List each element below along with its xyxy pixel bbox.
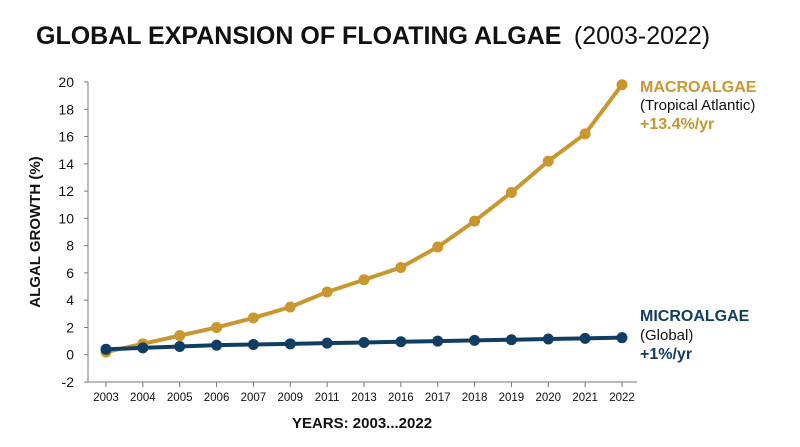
legend-macroalgae-name: MACROALGAE xyxy=(640,79,757,96)
microalgae-data-point xyxy=(284,338,296,350)
x-tick-label: 2022 xyxy=(609,392,635,404)
x-tick-label: 2003 xyxy=(93,392,119,404)
x-tick-label: 2018 xyxy=(462,392,488,404)
y-tick-label: 14 xyxy=(58,156,74,172)
microalgae-data-point xyxy=(358,336,370,348)
macroalgae-data-point xyxy=(358,274,370,286)
x-tick-label: 2011 xyxy=(315,392,340,404)
microalgae-data-point xyxy=(137,342,149,354)
microalgae-data-point xyxy=(321,337,333,349)
macroalgae-data-point xyxy=(321,286,333,298)
microalgae-data-point xyxy=(616,332,628,344)
macroalgae-data-point xyxy=(579,128,591,140)
x-axis-label: YEARS: 2003...2022 xyxy=(292,415,432,432)
macroalgae-data-point xyxy=(616,79,628,91)
legend-microalgae-subtitle: (Global) xyxy=(640,327,693,344)
microalgae-data-point xyxy=(247,339,259,350)
x-tick-label: 2013 xyxy=(351,392,377,404)
x-tick-label: 2016 xyxy=(388,392,414,404)
chart-title: GLOBAL EXPANSION OF FLOATING ALGAE (2003… xyxy=(36,22,710,50)
y-axis-label: ALGAL GROWTH (%) xyxy=(27,156,44,307)
y-tick-label: 0 xyxy=(66,347,74,363)
macroalgae-data-point xyxy=(211,321,223,333)
y-tick-label: 8 xyxy=(66,238,74,254)
x-tick-label: 2007 xyxy=(241,392,267,404)
x-tick-label: 2021 xyxy=(572,392,598,404)
macroalgae-data-point xyxy=(505,186,517,198)
x-tick-label: 2019 xyxy=(499,392,525,404)
microalgae-data-point xyxy=(432,335,444,347)
legend-microalgae-name: MICROALGAE xyxy=(640,308,750,325)
y-tick-label: 6 xyxy=(66,265,74,281)
macroalgae-data-point xyxy=(469,215,481,227)
y-tick-label: 12 xyxy=(58,183,74,199)
y-ticks: -2 0 2 4 6 8 10 12 14 16 18 20 xyxy=(58,74,88,390)
macroalgae-data-point xyxy=(174,330,186,342)
chart-title-range: (2003-2022) xyxy=(574,22,710,50)
x-ticks: 2003 2004 2005 2006 2007 2009 2011 2013 2016 2017… xyxy=(93,382,635,404)
y-tick-label: 18 xyxy=(58,101,74,117)
legend-macroalgae-subtitle: (Tropical Atlantic) xyxy=(640,97,755,114)
x-tick-label: 2005 xyxy=(167,392,193,404)
x-tick-label: 2020 xyxy=(535,392,561,404)
y-tick-label: 20 xyxy=(58,74,74,90)
legend-microalgae-rate: +1%/yr xyxy=(640,346,692,363)
macroalgae-data-point xyxy=(395,261,407,273)
legend-microalgae: MICROALGAE (Global) +1%/yr xyxy=(640,308,750,363)
y-tick-label: 16 xyxy=(58,129,74,145)
x-tick-label: 2004 xyxy=(130,392,156,404)
chart-title-main: GLOBAL EXPANSION OF FLOATING ALGAE xyxy=(36,22,561,50)
macroalgae-data-point xyxy=(284,301,296,313)
macroalgae-data-point xyxy=(247,312,259,324)
y-tick-label: -2 xyxy=(62,374,75,390)
macroalgae-data-point xyxy=(542,155,554,167)
microalgae-data-point xyxy=(211,339,223,351)
microalgae-data-point xyxy=(542,333,554,345)
y-tick-label: 4 xyxy=(66,292,74,308)
legend-macroalgae-rate: +13.4%/yr xyxy=(640,116,714,133)
microalgae-data-point xyxy=(395,336,407,348)
x-tick-label: 2006 xyxy=(204,392,230,404)
microalgae-data-point xyxy=(100,343,112,355)
x-tick-label: 2017 xyxy=(425,392,451,404)
microalgae-data-point xyxy=(505,334,517,346)
macroalgae-data-point xyxy=(432,241,444,253)
x-tick-label: 2009 xyxy=(277,392,303,404)
y-tick-label: 2 xyxy=(66,319,74,335)
legend-macroalgae: MACROALGAE (Tropical Atlantic) +13.4%/yr xyxy=(640,79,757,133)
microalgae-data-point xyxy=(579,332,591,344)
microalgae-data-point xyxy=(174,341,186,353)
macroalgae-series-line xyxy=(104,82,624,354)
microalgae-data-point xyxy=(469,334,481,346)
series-layer xyxy=(100,79,628,358)
y-tick-label: 10 xyxy=(58,210,74,226)
